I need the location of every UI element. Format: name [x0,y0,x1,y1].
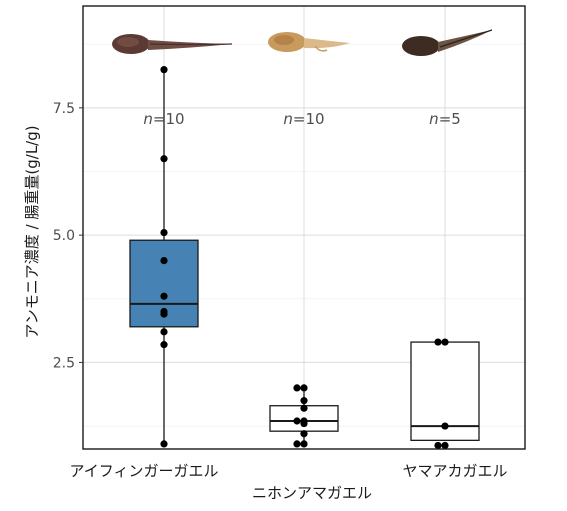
tadpole-image-2 [268,32,350,52]
data-point [300,440,308,448]
data-point [160,341,168,349]
data-point [300,404,308,412]
data-point [293,440,301,448]
y-tick-label: 5.0 [53,228,75,244]
data-point [160,228,168,237]
data-point [160,256,168,265]
data-point [434,441,442,450]
category-label-1: アイフィンガーガエル [70,462,219,480]
n-label-3: n=5 [429,110,461,128]
category-label-3: ヤマアカガエル [402,462,507,480]
plot-panel-border [82,5,526,450]
data-point [160,310,168,318]
data-point [441,422,449,430]
y-axis-ticks: 2.5 5.0 7.5 [53,101,83,371]
points-layer [160,66,449,450]
data-point [160,292,168,300]
data-point [160,66,168,74]
data-point [160,328,168,336]
y-tick-label: 7.5 [53,101,75,117]
data-point [293,384,301,392]
data-point [160,155,168,163]
y-axis-title: アンモニア濃度 / 腸重量(g/L/g) [23,125,41,338]
data-point [160,440,168,448]
data-point [300,430,308,438]
y-tick-label: 2.5 [53,355,75,371]
n-label-2: n=10 [283,110,324,128]
tadpole-image-1 [112,34,233,54]
data-point [300,419,308,428]
data-point [300,397,308,405]
data-point [441,441,449,450]
category-label-2: ニホンアマガエル [252,484,372,502]
data-point [441,338,449,346]
data-point [434,338,442,346]
tadpole-image-3 [402,29,493,56]
data-point [300,384,308,392]
n-label-1: n=10 [143,110,184,128]
data-point [293,417,301,425]
